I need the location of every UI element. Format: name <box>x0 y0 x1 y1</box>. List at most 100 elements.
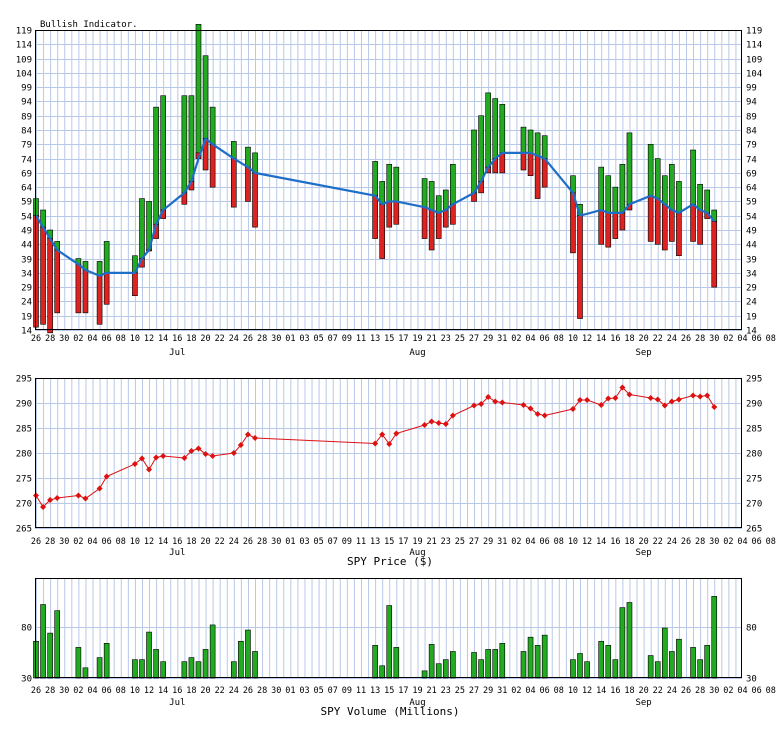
y-tick-label-left: 104 <box>16 70 32 80</box>
x-tick-label: 16 <box>172 334 182 344</box>
y-tick-label-left: 275 <box>16 475 32 485</box>
volume-bar <box>676 638 682 679</box>
x-tick-label: 09 <box>342 334 352 344</box>
x-tick-label: 02 <box>511 686 521 696</box>
x-tick-label: 04 <box>87 686 97 696</box>
price-point <box>485 394 492 400</box>
y-tick-label-right: 275 <box>746 475 762 485</box>
bearish-bar <box>132 272 138 297</box>
volume-bar <box>612 659 619 679</box>
x-tick-label: 20 <box>638 537 648 547</box>
x-tick-label: 19 <box>412 537 422 547</box>
price-point <box>209 453 216 459</box>
x-tick-label: 23 <box>441 537 451 547</box>
volume-bar <box>697 659 703 679</box>
x-tick-label: 10 <box>568 537 578 547</box>
bearish-bar <box>40 226 46 325</box>
x-tick-label: 19 <box>412 334 422 344</box>
x-tick-label: 23 <box>441 334 451 344</box>
y-tick-label-left: 295 <box>16 375 32 385</box>
y-tick-label-left: 24 <box>21 298 32 308</box>
volume-bar <box>209 624 216 679</box>
x-tick-label: 17 <box>398 686 408 696</box>
bullish-bar <box>626 132 633 205</box>
y-tick-label-left: 44 <box>21 241 32 251</box>
y-tick-label-left: 80 <box>21 624 32 634</box>
y-tick-label-right: 39 <box>746 256 757 266</box>
y-tick-label-right: 109 <box>746 56 762 66</box>
volume-bar <box>82 667 89 679</box>
x-tick-label: 14 <box>596 537 606 547</box>
chart-title: Bullish Indicator. <box>40 20 138 30</box>
y-tick-label-right: 119 <box>746 27 762 37</box>
x-tick-label: 19 <box>412 686 422 696</box>
x-tick-label: 08 <box>766 686 776 696</box>
x-tick-label: 07 <box>328 686 338 696</box>
x-tick-label: 12 <box>582 537 592 547</box>
bullish-bar <box>195 23 202 159</box>
y-tick-label-right: 290 <box>746 400 762 410</box>
bearish-bar <box>619 212 626 231</box>
x-tick-label: 28 <box>45 686 55 696</box>
x-tick-label: 11 <box>356 334 366 344</box>
x-tick-label: 24 <box>229 334 239 344</box>
y-tick-label-left: 49 <box>21 227 32 237</box>
volume-bar <box>619 607 626 679</box>
price-point <box>704 392 711 399</box>
x-tick-label: 28 <box>45 537 55 547</box>
x-tick-label: 12 <box>582 334 592 344</box>
x-tick-label: 16 <box>610 334 620 344</box>
price-point <box>252 435 259 441</box>
volume-bar <box>654 661 661 679</box>
y-tick-label-right: 24 <box>746 298 757 308</box>
y-tick-label-left: 265 <box>16 525 32 535</box>
volume-bar <box>96 657 103 679</box>
volume-bar <box>704 645 710 679</box>
x-tick-label: 04 <box>737 334 747 344</box>
y-tick-label-left: 34 <box>21 270 32 280</box>
price-point <box>612 395 619 401</box>
x-tick-label: 06 <box>752 686 762 696</box>
x-tick-label: 06 <box>102 686 112 696</box>
price-point <box>202 451 209 457</box>
x-tick-label: 03 <box>299 537 309 547</box>
x-tick-label: 24 <box>667 686 677 696</box>
x-tick-label: 30 <box>709 686 719 696</box>
bearish-bar <box>96 275 103 325</box>
volume-bar <box>75 647 82 679</box>
x-tick-label: 28 <box>695 537 705 547</box>
bullish-bar <box>661 175 668 205</box>
x-tick-label: 26 <box>243 686 253 696</box>
x-tick-label: 28 <box>257 686 267 696</box>
y-tick-label-right: 94 <box>746 98 757 108</box>
volume-bar <box>153 649 159 679</box>
volume-bar <box>393 647 400 679</box>
x-tick-label: 13 <box>370 537 380 547</box>
bearish-bar <box>379 203 385 259</box>
y-tick-label-right: 30 <box>746 675 757 685</box>
bullish-bar <box>647 143 654 197</box>
x-tick-label: 08 <box>766 537 776 547</box>
volume-bar <box>379 665 385 679</box>
bearish-bar <box>245 166 251 202</box>
price-point <box>103 473 110 480</box>
x-tick-label: 04 <box>87 334 97 344</box>
volume-bar <box>202 649 209 679</box>
bullish-bar <box>231 141 237 159</box>
price-point <box>647 395 654 401</box>
x-month-label: Jul <box>169 548 185 558</box>
x-tick-label: 05 <box>313 686 323 696</box>
price-point <box>619 384 626 391</box>
x-tick-label: 10 <box>130 686 140 696</box>
bearish-bar <box>428 209 435 251</box>
y-tick-label-right: 79 <box>746 141 757 151</box>
x-tick-label: 02 <box>723 537 733 547</box>
volume-bar <box>245 629 251 679</box>
x-tick-label: 01 <box>285 537 295 547</box>
bullish-bar <box>442 189 449 211</box>
volume-bar <box>386 605 393 679</box>
x-tick-label: 08 <box>554 334 564 344</box>
bullish-bar <box>471 129 477 194</box>
bullish-bar <box>704 189 710 214</box>
bearish-bar <box>669 209 675 242</box>
